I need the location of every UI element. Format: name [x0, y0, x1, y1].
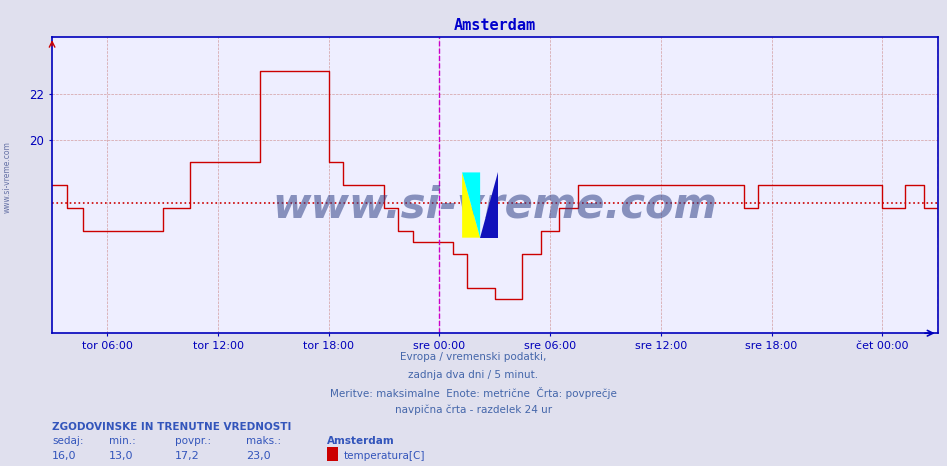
- Text: temperatura[C]: temperatura[C]: [344, 451, 425, 460]
- Text: www.si-vreme.com: www.si-vreme.com: [3, 141, 12, 213]
- Text: 13,0: 13,0: [109, 451, 134, 460]
- Text: Meritve: maksimalne  Enote: metrične  Črta: povprečje: Meritve: maksimalne Enote: metrične Črta…: [331, 387, 616, 399]
- Polygon shape: [462, 172, 480, 238]
- Text: www.si-vreme.com: www.si-vreme.com: [273, 185, 717, 227]
- Text: maks.:: maks.:: [246, 436, 281, 445]
- Text: navpična črta - razdelek 24 ur: navpična črta - razdelek 24 ur: [395, 405, 552, 416]
- Text: Amsterdam: Amsterdam: [327, 436, 395, 445]
- Polygon shape: [462, 172, 480, 238]
- Text: sedaj:: sedaj:: [52, 436, 83, 445]
- Text: povpr.:: povpr.:: [175, 436, 211, 445]
- Text: zadnja dva dni / 5 minut.: zadnja dva dni / 5 minut.: [408, 370, 539, 379]
- Text: 23,0: 23,0: [246, 451, 271, 460]
- Polygon shape: [480, 172, 498, 238]
- Title: Amsterdam: Amsterdam: [454, 18, 536, 34]
- Text: min.:: min.:: [109, 436, 135, 445]
- Text: 17,2: 17,2: [175, 451, 200, 460]
- Text: ZGODOVINSKE IN TRENUTNE VREDNOSTI: ZGODOVINSKE IN TRENUTNE VREDNOSTI: [52, 422, 292, 432]
- Text: 16,0: 16,0: [52, 451, 77, 460]
- Text: Evropa / vremenski podatki,: Evropa / vremenski podatki,: [401, 352, 546, 362]
